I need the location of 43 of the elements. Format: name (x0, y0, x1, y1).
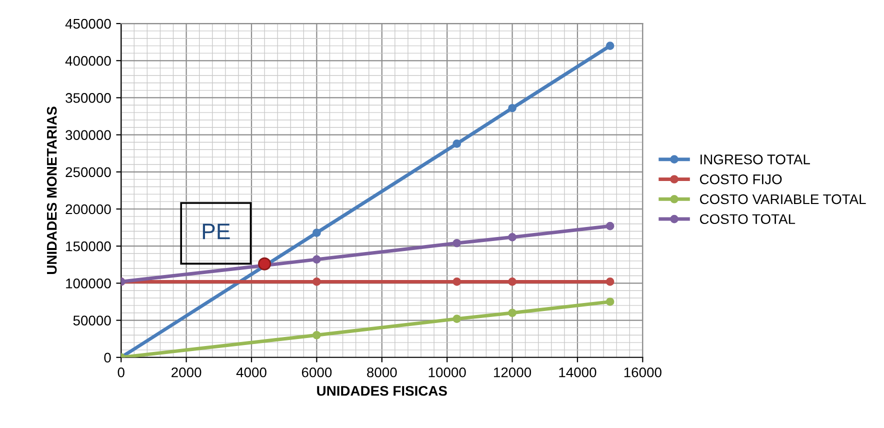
point (258, 257, 272, 270)
y-tick-label: 350000 (66, 93, 111, 103)
legend-label: COSTO FIJO (700, 174, 782, 184)
point (508, 104, 516, 112)
x-tick-label: 14000 (559, 367, 596, 378)
x-tick-label: 6000 (302, 367, 332, 378)
y-tick-label: 50000 (73, 316, 111, 326)
x-axis-title: UNIDADES FISICAS (317, 386, 447, 396)
legend-label: COSTO VARIABLE TOTAL (700, 194, 866, 204)
y-tick-label: 250000 (66, 167, 111, 178)
y-tick-label: 400000 (65, 56, 111, 66)
y-tick-label: 150000 (66, 241, 111, 252)
point (606, 278, 614, 286)
y-axis-title: UNIDADES MONETARIAS (46, 106, 57, 274)
point (312, 278, 321, 286)
point (452, 314, 462, 323)
y-tick-label: 0 (104, 352, 111, 363)
y-tick-label: 450000 (65, 18, 111, 29)
annotation: PE (202, 224, 230, 240)
x-tick-label: 0 (118, 367, 124, 378)
point (606, 42, 614, 50)
point (312, 330, 321, 340)
x-tick-label: 10000 (428, 367, 466, 378)
point (606, 222, 614, 230)
point (606, 298, 614, 306)
point (312, 228, 321, 237)
x-tick-label: 4000 (236, 367, 266, 378)
point (312, 255, 321, 264)
point (452, 278, 462, 286)
x-tick-label: 16000 (624, 367, 662, 378)
legend-label: INGRESO TOTAL (700, 154, 810, 164)
y-tick-label: 300000 (66, 130, 111, 140)
y-tick-label: 200000 (66, 204, 111, 214)
point (508, 308, 516, 318)
point (452, 140, 462, 148)
x-tick-label: 2000 (172, 367, 202, 378)
point (452, 238, 462, 248)
y-tick-label: 100000 (66, 278, 111, 288)
point (508, 233, 516, 242)
x-tick-label: 12000 (494, 367, 532, 378)
legend-label: COSTO TOTAL (700, 214, 796, 224)
point (508, 278, 516, 286)
x-tick-label: 8000 (367, 367, 397, 378)
